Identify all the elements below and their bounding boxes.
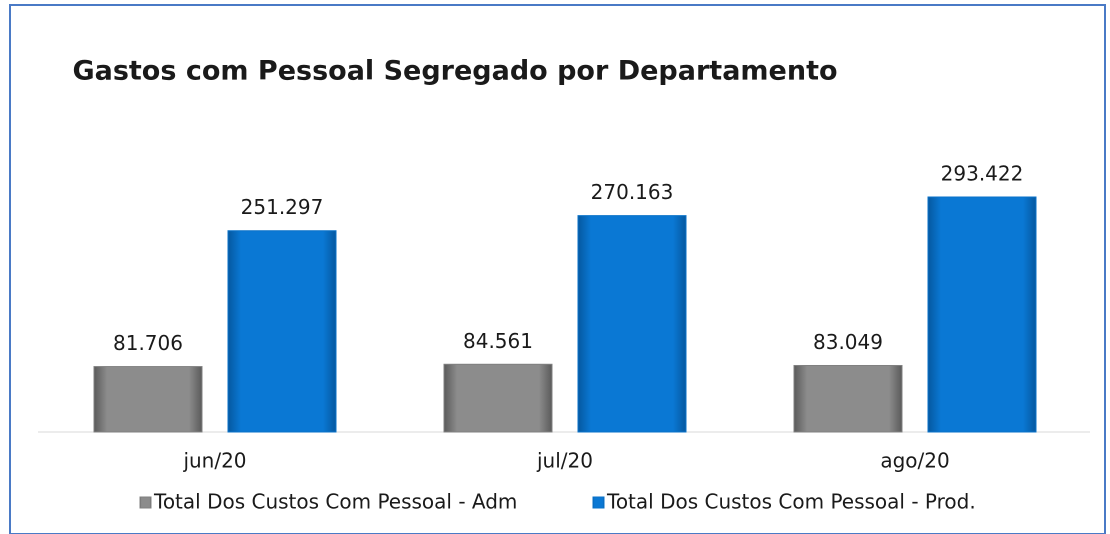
- legend-label: Total Dos Custos Com Pessoal - Adm: [153, 490, 517, 514]
- data-label: 270.163: [591, 180, 674, 204]
- legend-swatch: [592, 496, 605, 509]
- data-label: 293.422: [941, 162, 1024, 186]
- legend-swatch: [139, 496, 152, 509]
- bar: [443, 363, 553, 433]
- bar: [927, 196, 1037, 433]
- data-label: 84.561: [463, 329, 533, 353]
- bar: [93, 366, 203, 433]
- legend-label: Total Dos Custos Com Pessoal - Prod.: [606, 490, 976, 514]
- chart-title: Gastos com Pessoal Segregado por Departa…: [72, 56, 837, 87]
- data-label: 251.297: [241, 195, 324, 219]
- bar: [227, 230, 337, 433]
- bar: [793, 364, 903, 433]
- frame: [9, 4, 1106, 534]
- x-tick-label: ago/20: [880, 449, 949, 473]
- data-label: 81.706: [113, 331, 183, 355]
- x-tick-label: jul/20: [536, 449, 593, 473]
- data-label: 83.049: [813, 330, 883, 354]
- x-tick-label: jun/20: [182, 449, 246, 473]
- bar: [577, 215, 687, 433]
